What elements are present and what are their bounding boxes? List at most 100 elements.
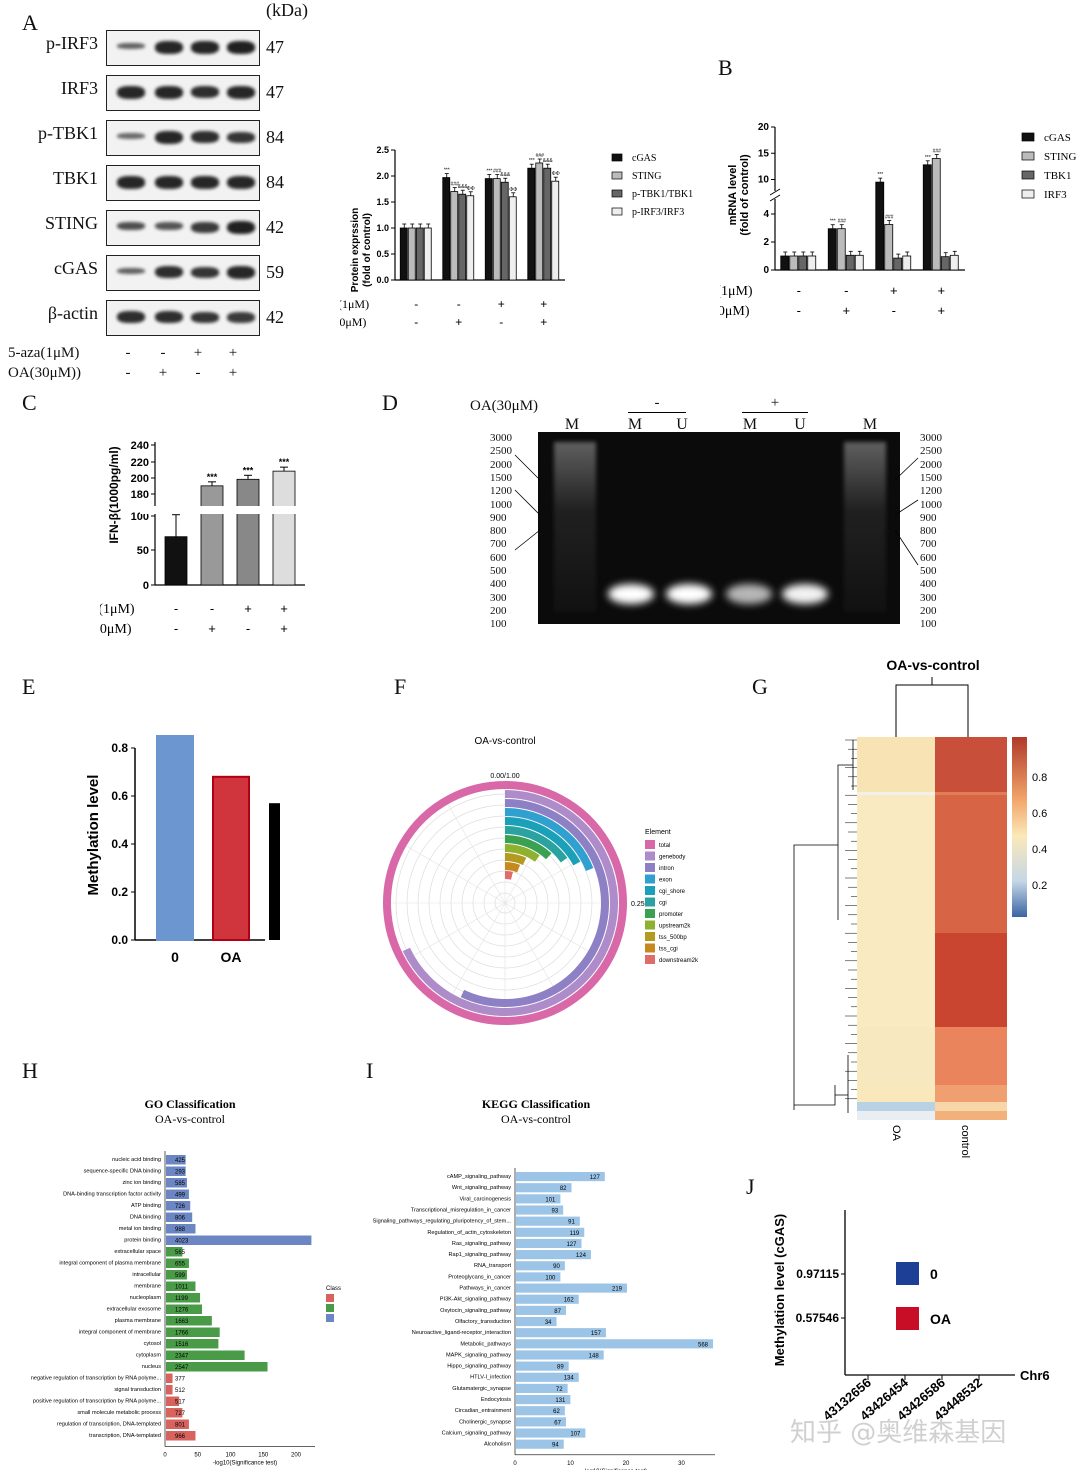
significance-mark: ***	[207, 472, 218, 482]
significance-mark: ###	[536, 153, 545, 159]
bar-count: 377	[175, 1377, 186, 1383]
grid-spoke	[443, 797, 506, 904]
bar-count: 100	[545, 1275, 556, 1281]
bar-count: 124	[576, 1253, 587, 1259]
blot-band	[227, 86, 255, 100]
chart-b-ylabel-2: (fold of control)	[739, 154, 751, 236]
chart-e-ylabel: Methylation level	[85, 775, 102, 896]
chart-g-title: OA-vs-control	[886, 657, 979, 673]
lane-label: M	[627, 416, 643, 433]
radial-bar	[383, 781, 627, 1025]
grid-spoke	[399, 902, 506, 965]
legend-label: cgi	[659, 901, 667, 907]
axis-break-gap	[140, 506, 310, 514]
blot-band	[117, 42, 145, 49]
category-label: Ras_signaling_pathway	[452, 1241, 511, 1247]
go-classification-chart: GO Classification OA-vs-control nucleic …	[31, 1097, 341, 1467]
heatmap-cell-control	[935, 933, 1007, 1027]
bar	[516, 1439, 564, 1449]
oa-plus-line	[742, 412, 808, 413]
bar	[854, 254, 864, 271]
significance-mark: &&&	[543, 158, 554, 164]
y-tick-label: 2	[763, 237, 769, 248]
radial-bar	[460, 799, 609, 1007]
blot-band	[227, 311, 255, 323]
blot-label: p-IRF3	[45, 33, 98, 53]
ladder-lane	[554, 442, 596, 612]
legend-label: p-IRF3/IRF3	[632, 207, 684, 218]
bar-count: 4023	[175, 1239, 189, 1245]
blot-label: IRF3	[60, 78, 98, 98]
ladder-size-left: 100	[490, 618, 507, 631]
bar	[484, 178, 493, 281]
color-scale-label: 0.8	[1032, 772, 1047, 784]
category-label: intracellular	[132, 1272, 161, 1278]
bar	[156, 735, 194, 941]
blot-image	[106, 75, 260, 111]
bar-count: 1663	[175, 1319, 189, 1325]
blot-image	[106, 165, 260, 201]
blot-kda: 84	[266, 172, 284, 192]
treatment-symbol: +	[228, 365, 238, 381]
treatment-label: 5-aza(1μM)	[100, 602, 135, 617]
radial-bar	[504, 844, 540, 862]
bar	[166, 1281, 196, 1291]
treatment-symbol: -	[125, 345, 131, 361]
bar	[407, 227, 416, 281]
treatment-symbol: +	[244, 601, 252, 616]
bar	[458, 193, 467, 281]
category-label: membrane	[134, 1284, 161, 1290]
radial-bar	[504, 826, 568, 863]
ladder-size-right: 1000	[920, 498, 942, 511]
category-label: signal transduction	[114, 1387, 161, 1393]
bar-count: 655	[175, 1262, 186, 1268]
bar	[922, 164, 932, 271]
pointer-line	[514, 489, 541, 516]
treatment-symbol: -	[195, 365, 201, 381]
category-label: Transcriptional_misregulation_in_cancer	[411, 1207, 511, 1213]
bar	[166, 1258, 189, 1268]
ladder-lane	[844, 442, 886, 612]
y-tick-label: 0	[143, 580, 149, 592]
bar-count: 101	[545, 1197, 556, 1203]
heatmap-cell-control	[935, 1111, 1007, 1120]
chart-b-ylabel-1: mRNA level	[727, 165, 739, 226]
blot-label: TBK1	[53, 168, 98, 188]
bar	[166, 1316, 212, 1326]
category-label: ATP binding	[131, 1203, 161, 1209]
y-tick-label: 1.5	[376, 197, 389, 207]
bar-count: 988	[175, 1227, 186, 1233]
blot-kda: 47	[266, 37, 284, 57]
significance-mark: ###	[451, 182, 460, 188]
bar-count: 148	[589, 1353, 600, 1359]
category-label: protein binding	[124, 1238, 161, 1244]
significance-mark: ΦΦ	[467, 186, 475, 192]
legend-label: promoter	[659, 912, 683, 918]
bar-count: 127	[590, 1175, 601, 1181]
treatment-symbol: -	[892, 303, 896, 318]
treatment-symbol: +	[498, 297, 505, 311]
color-scale-label: 0.4	[1032, 844, 1047, 856]
radial-bar	[504, 871, 513, 880]
ladder-size-right: 1200	[920, 485, 942, 498]
bar	[516, 1205, 564, 1215]
legend-label: STING	[632, 171, 661, 182]
treatment-symbol: +	[208, 621, 216, 636]
kda-header: (kDa)	[266, 0, 308, 20]
heatmap-cell-control	[935, 795, 1007, 933]
chart-i-subtitle: OA-vs-control	[501, 1112, 572, 1126]
bar	[166, 1408, 183, 1418]
blot-kda: 59	[266, 262, 284, 282]
legend-swatch	[645, 897, 655, 907]
ladder-size-right: 3000	[920, 432, 942, 444]
y-tick-label: 180	[131, 489, 149, 501]
bar-count: 2547	[175, 1365, 189, 1371]
category-label: metal ion binding	[119, 1226, 161, 1232]
bar	[516, 1406, 565, 1416]
blot-band	[227, 266, 255, 280]
bar	[272, 470, 296, 586]
y-tick-label: 0.0	[376, 275, 389, 285]
heatmap-cell-control	[935, 1027, 1007, 1085]
blot-band	[227, 41, 255, 55]
column-label: control	[959, 1125, 971, 1158]
